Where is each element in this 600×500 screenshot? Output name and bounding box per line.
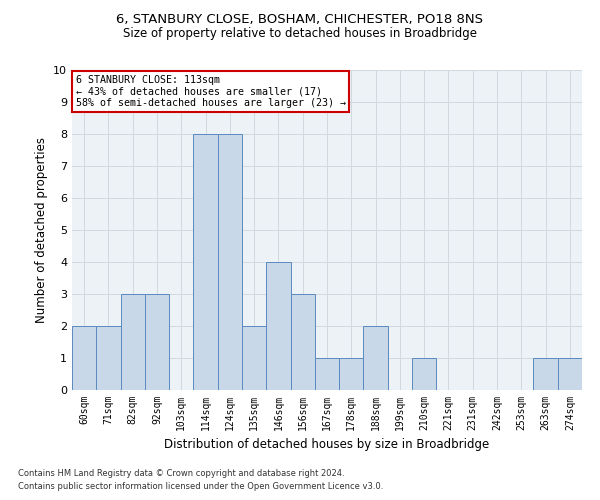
Bar	[145, 294, 169, 390]
Bar	[533, 358, 558, 390]
Bar	[339, 358, 364, 390]
Text: 6 STANBURY CLOSE: 113sqm
← 43% of detached houses are smaller (17)
58% of semi-d: 6 STANBURY CLOSE: 113sqm ← 43% of detach…	[76, 75, 346, 108]
Y-axis label: Number of detached properties: Number of detached properties	[35, 137, 47, 323]
Text: Contains public sector information licensed under the Open Government Licence v3: Contains public sector information licen…	[18, 482, 383, 491]
Bar	[242, 326, 266, 390]
Bar	[72, 326, 96, 390]
Bar	[218, 134, 242, 390]
Bar	[412, 358, 436, 390]
Bar	[364, 326, 388, 390]
Bar	[193, 134, 218, 390]
Bar	[558, 358, 582, 390]
X-axis label: Distribution of detached houses by size in Broadbridge: Distribution of detached houses by size …	[164, 438, 490, 452]
Text: Contains HM Land Registry data © Crown copyright and database right 2024.: Contains HM Land Registry data © Crown c…	[18, 468, 344, 477]
Text: 6, STANBURY CLOSE, BOSHAM, CHICHESTER, PO18 8NS: 6, STANBURY CLOSE, BOSHAM, CHICHESTER, P…	[116, 12, 484, 26]
Text: Size of property relative to detached houses in Broadbridge: Size of property relative to detached ho…	[123, 28, 477, 40]
Bar	[315, 358, 339, 390]
Bar	[121, 294, 145, 390]
Bar	[290, 294, 315, 390]
Bar	[96, 326, 121, 390]
Bar	[266, 262, 290, 390]
